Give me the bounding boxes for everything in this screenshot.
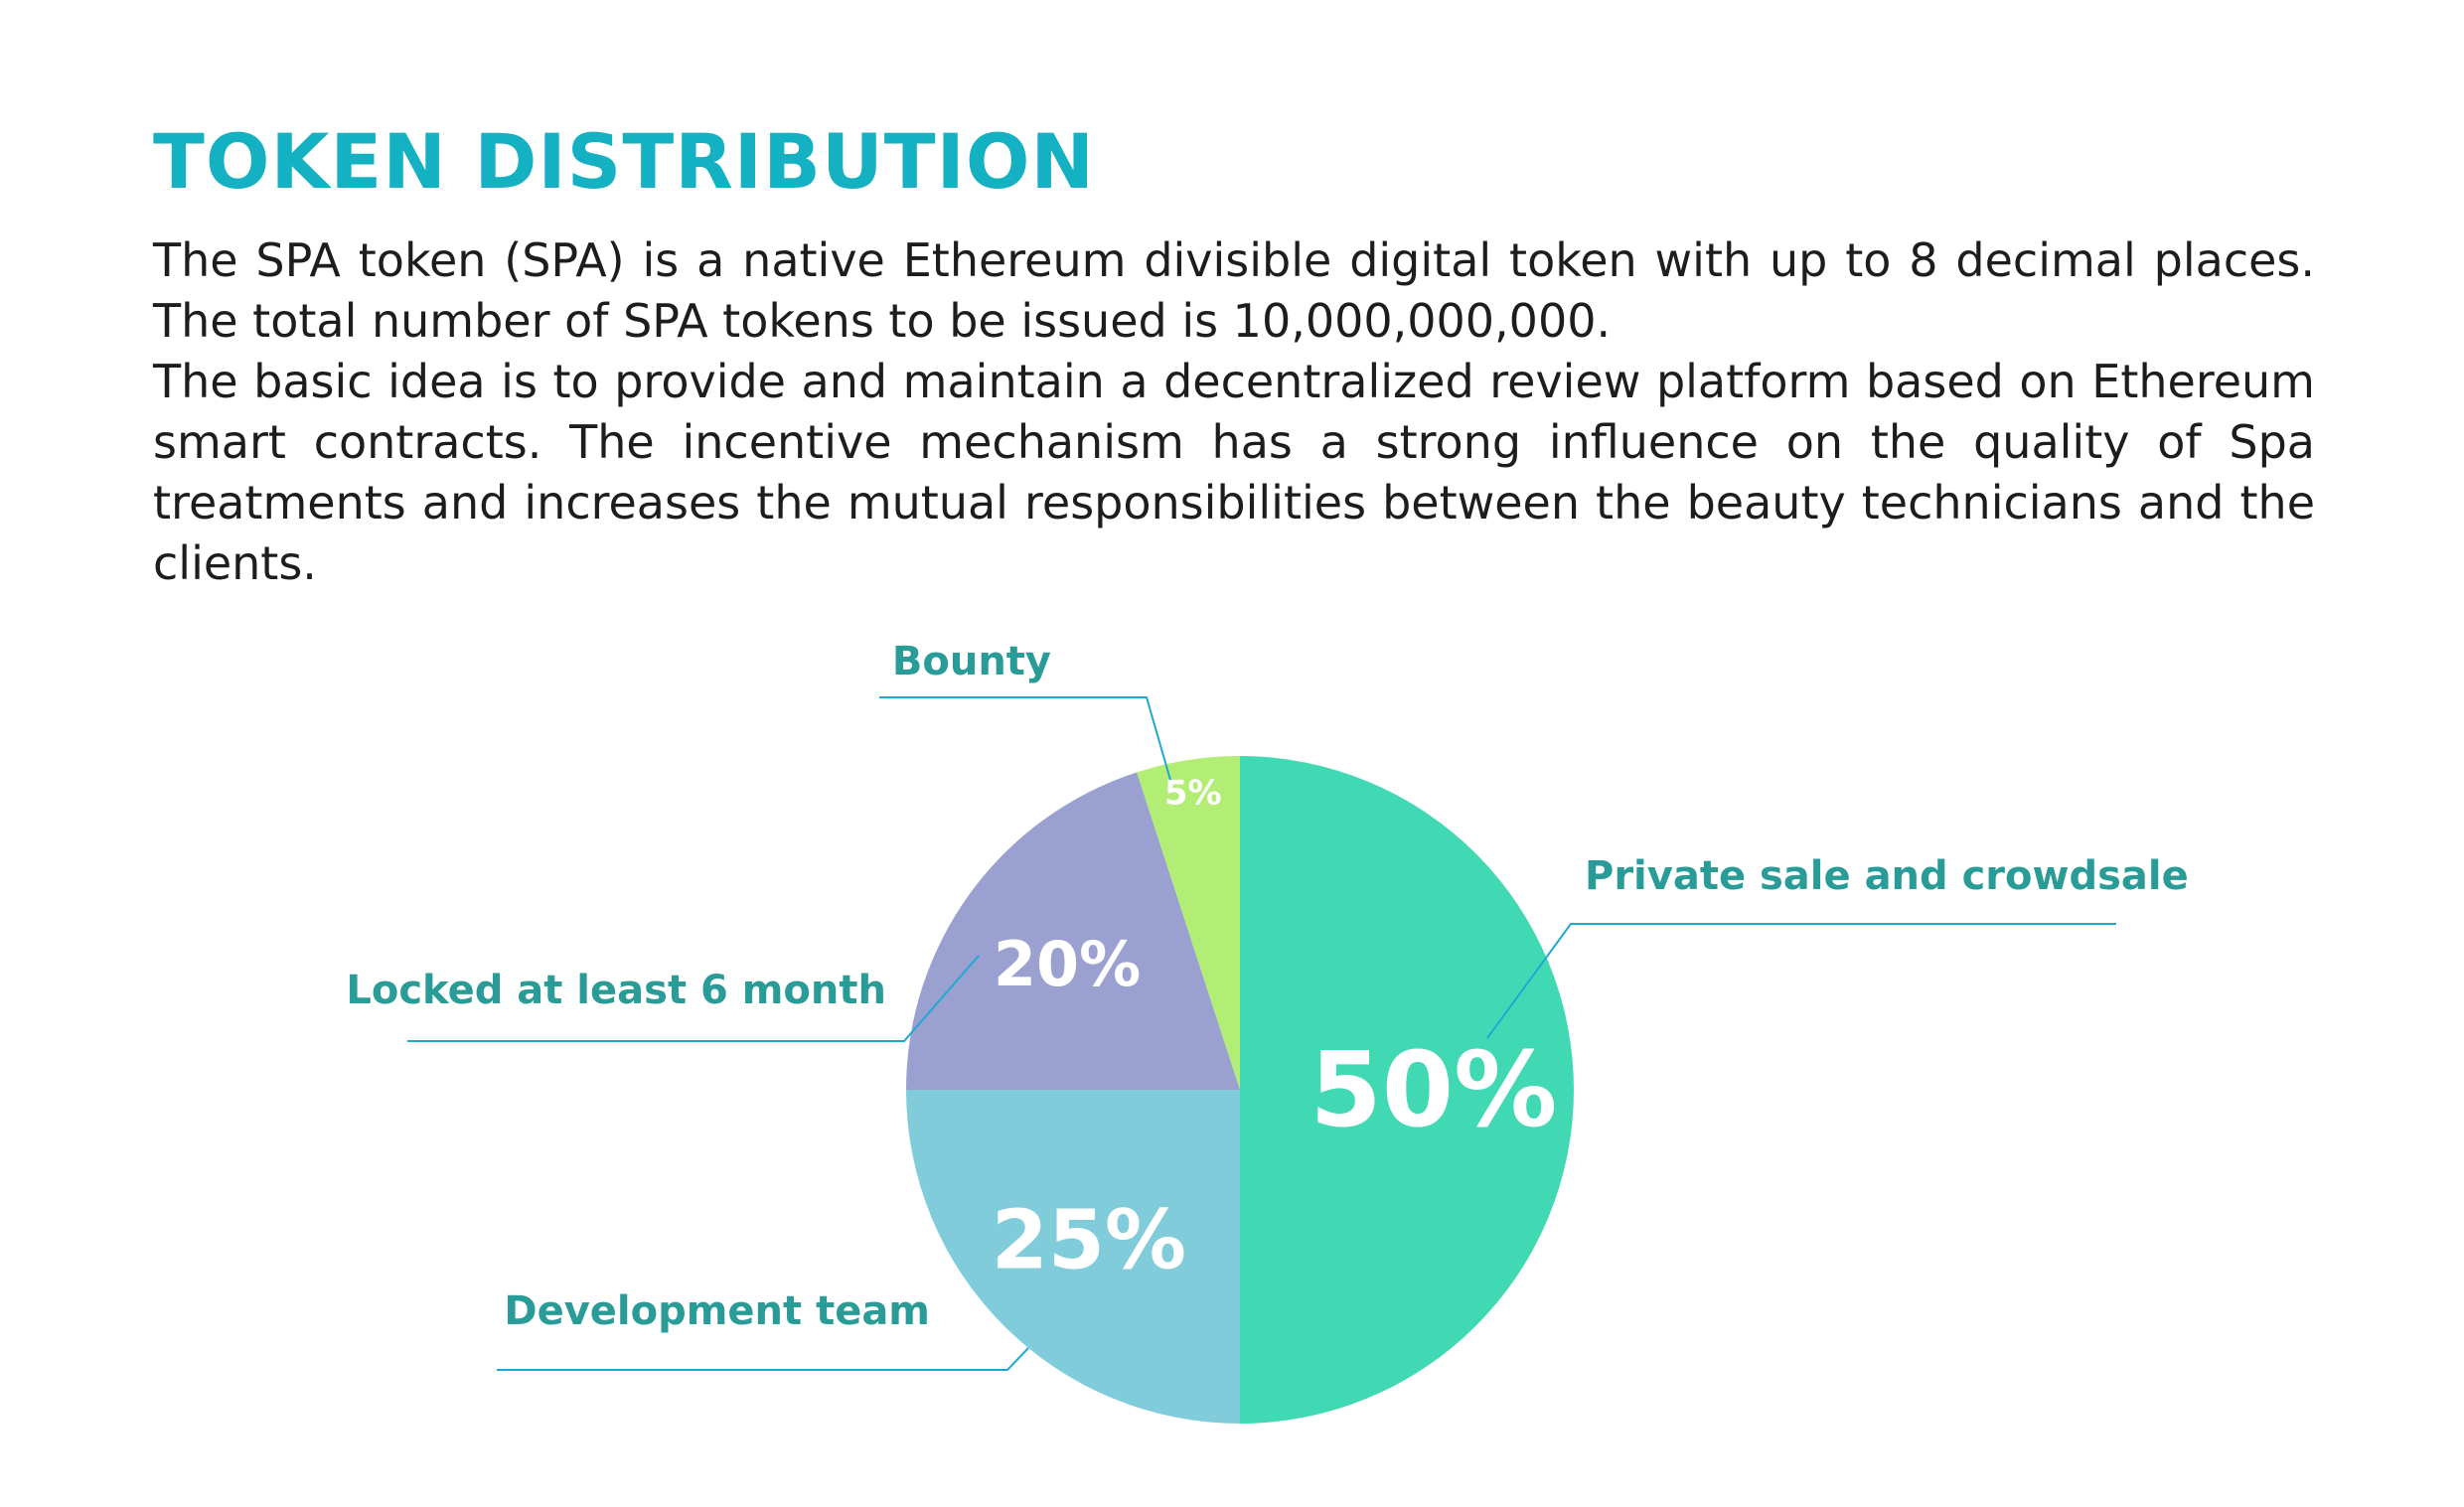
slice-value-label-development-team: 25% [992,1194,1186,1288]
slice-category-label-bounty: Bounty [892,639,1051,684]
slice-value-label-private-sale-and-crowdsale: 50% [1309,1029,1557,1150]
pie-slice-development-team [906,1090,1240,1424]
intro-paragraph-2: The basic idea is to provide and maintai… [153,355,2315,590]
slice-value-label-locked-at-least-6-month: 20% [994,928,1141,1000]
page-title: TOKEN DISTRIBUTION [153,117,1096,206]
slice-category-label-development-team: Development team [504,1288,930,1334]
leader-line-development-team [497,1347,1029,1371]
pie-slice-locked-at-least-6-month [906,772,1240,1090]
slice-category-label-private-sale-and-crowdsale: Private sale and crowdsale [1585,853,2189,899]
leader-line-private-sale-and-crowdsale [1486,923,2116,1039]
intro-paragraph-1: The SPA token (SPA) is a native Ethereum… [153,233,2315,348]
leader-line-bounty [879,696,1171,781]
slice-value-label-bounty: 5% [1164,773,1222,813]
pie-slice-private-sale-and-crowdsale [1240,756,1574,1424]
pie-slice-bounty [1137,756,1240,1090]
slice-category-label-locked-at-least-6-month: Locked at least 6 month [346,968,886,1013]
leader-line-locked-at-least-6-month [407,955,980,1042]
intro-text: The SPA token (SPA) is a native Ethereum… [153,230,2315,594]
